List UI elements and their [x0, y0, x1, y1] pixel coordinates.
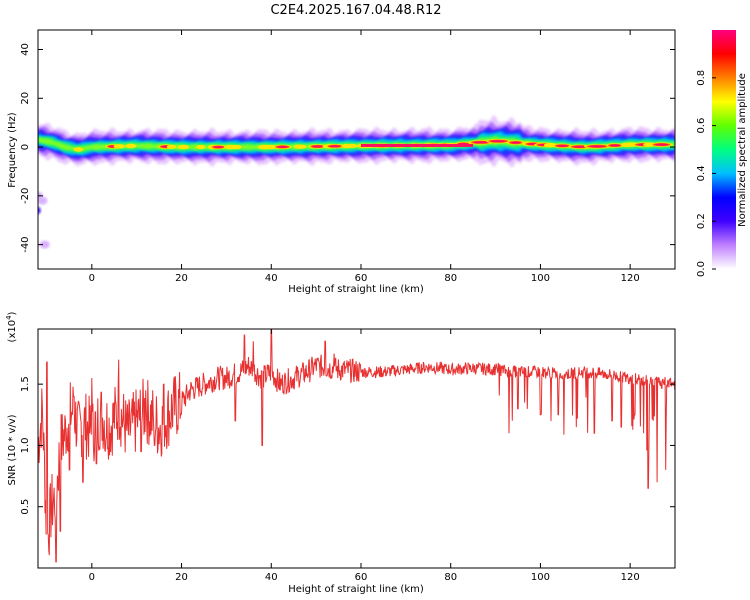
colorbar-ticks: 0.0 0.2 0.4 0.6 0.8	[696, 70, 716, 277]
spectrogram-hotspot	[73, 147, 84, 152]
spectrogram-hotspot	[347, 143, 358, 149]
spectrogram-hotspot	[473, 141, 489, 144]
y-tick-label: 1.5	[20, 376, 31, 392]
spectrogram-hotspot	[360, 143, 474, 147]
spectrogram-hotspot	[264, 144, 277, 150]
spectrogram-hotspot	[229, 144, 242, 150]
snr-x-label: Height of straight line (km)	[288, 584, 424, 595]
spectrogram-panel: 0 20 40 60 80 100 120 -40 -20 0 20 40 Height of st…	[7, 29, 676, 295]
spectrogram-hotspot	[589, 145, 606, 148]
spectrogram-x-ticks: 0 20 40 60 80 100 120	[89, 30, 640, 284]
colorbar-label: Normalized spectral amplitude	[737, 73, 748, 227]
spectrogram-hotspot	[329, 145, 341, 148]
y-tick-label: 40	[20, 43, 31, 56]
spectrogram-hotspot	[113, 144, 125, 149]
x-tick-label: 100	[531, 572, 550, 583]
spectrogram-hotspot	[654, 143, 669, 146]
snr-data	[38, 329, 675, 563]
spectrogram-hotspot	[125, 143, 137, 149]
x-tick-label: 0	[89, 572, 95, 583]
spectrogram-hotspot	[293, 144, 307, 149]
y-tick-label: 0.5	[20, 499, 31, 515]
snr-frame	[37, 328, 676, 569]
spectrogram-blob	[38, 196, 48, 205]
spectrogram-hotspot	[609, 144, 621, 147]
spectrogram-hotspot	[572, 145, 587, 148]
x-tick-label: 80	[444, 273, 457, 284]
snr-y-exponent-base: (x10	[7, 320, 18, 343]
spectrogram-hotspot	[213, 145, 224, 149]
spectrogram-hotspot	[166, 144, 177, 149]
spectrogram-hotspot	[490, 140, 506, 143]
colorbar-tick-label: 0.8	[696, 70, 707, 86]
snr-y-exponent: (x104)	[5, 311, 18, 342]
snr-y-ticks: 0.5 1.0 1.5	[20, 376, 675, 515]
snr-panel: 0 20 40 60 80 100 120 0.5 1.0 1.5 Height of stra…	[5, 311, 676, 595]
y-tick-label: -40	[20, 236, 31, 252]
spectrogram-hotspot	[196, 144, 206, 150]
snr-y-label: SNR (10 * v/v)	[7, 414, 18, 485]
chart-title: C2E4.2025.167.04.48.R12	[270, 3, 441, 18]
spectrogram-data	[26, 115, 675, 249]
y-tick-label: 1.0	[20, 437, 31, 453]
colorbar-tick-label: 0.4	[696, 165, 707, 181]
spectrogram-hotspot	[312, 145, 323, 148]
colorbar-tick-label: 0.2	[696, 213, 707, 229]
spectrogram-y-ticks: -40 -20 0 20 40	[20, 43, 675, 253]
x-tick-label: 120	[621, 572, 640, 583]
colorbar-ramp	[712, 30, 736, 269]
snr-y-exponent-close: )	[7, 311, 18, 315]
x-tick-label: 60	[355, 273, 368, 284]
colorbar-tick-label: 0.6	[696, 118, 707, 134]
spectrogram-hotspot	[277, 145, 288, 149]
colorbar: 0.0 0.2 0.4 0.6 0.8 Normalized spectral ampl…	[696, 30, 748, 277]
snr-x-ticks: 0 20 40 60 80 100 120	[89, 329, 640, 583]
x-tick-label: 40	[265, 572, 278, 583]
x-tick-label: 20	[175, 572, 188, 583]
spectrogram-blob	[26, 216, 36, 224]
x-tick-label: 100	[531, 273, 550, 284]
snr-y-exponent-power: 4	[5, 315, 13, 320]
spectrogram-x-label: Height of straight line (km)	[288, 284, 424, 295]
x-tick-label: 0	[89, 273, 95, 284]
snr-series-line	[38, 329, 675, 563]
x-tick-label: 60	[355, 572, 368, 583]
y-tick-label: 0	[20, 144, 31, 150]
spectrogram-y-label: Frequency (Hz)	[7, 112, 18, 188]
spectrogram-hotspot	[556, 144, 569, 147]
x-tick-label: 80	[444, 572, 457, 583]
y-tick-label: 20	[20, 92, 31, 105]
x-tick-label: 40	[265, 273, 278, 284]
x-tick-label: 20	[175, 273, 188, 284]
spectrogram-frame	[37, 29, 676, 270]
spectrogram-blob	[38, 206, 41, 215]
x-tick-label: 120	[621, 273, 640, 284]
spectrogram-hotspot	[177, 144, 190, 150]
y-tick-label: -20	[20, 188, 31, 204]
spectrogram-blob	[39, 240, 50, 249]
colorbar-tick-label: 0.0	[696, 261, 707, 277]
spectrogram-hotspot	[510, 141, 521, 144]
